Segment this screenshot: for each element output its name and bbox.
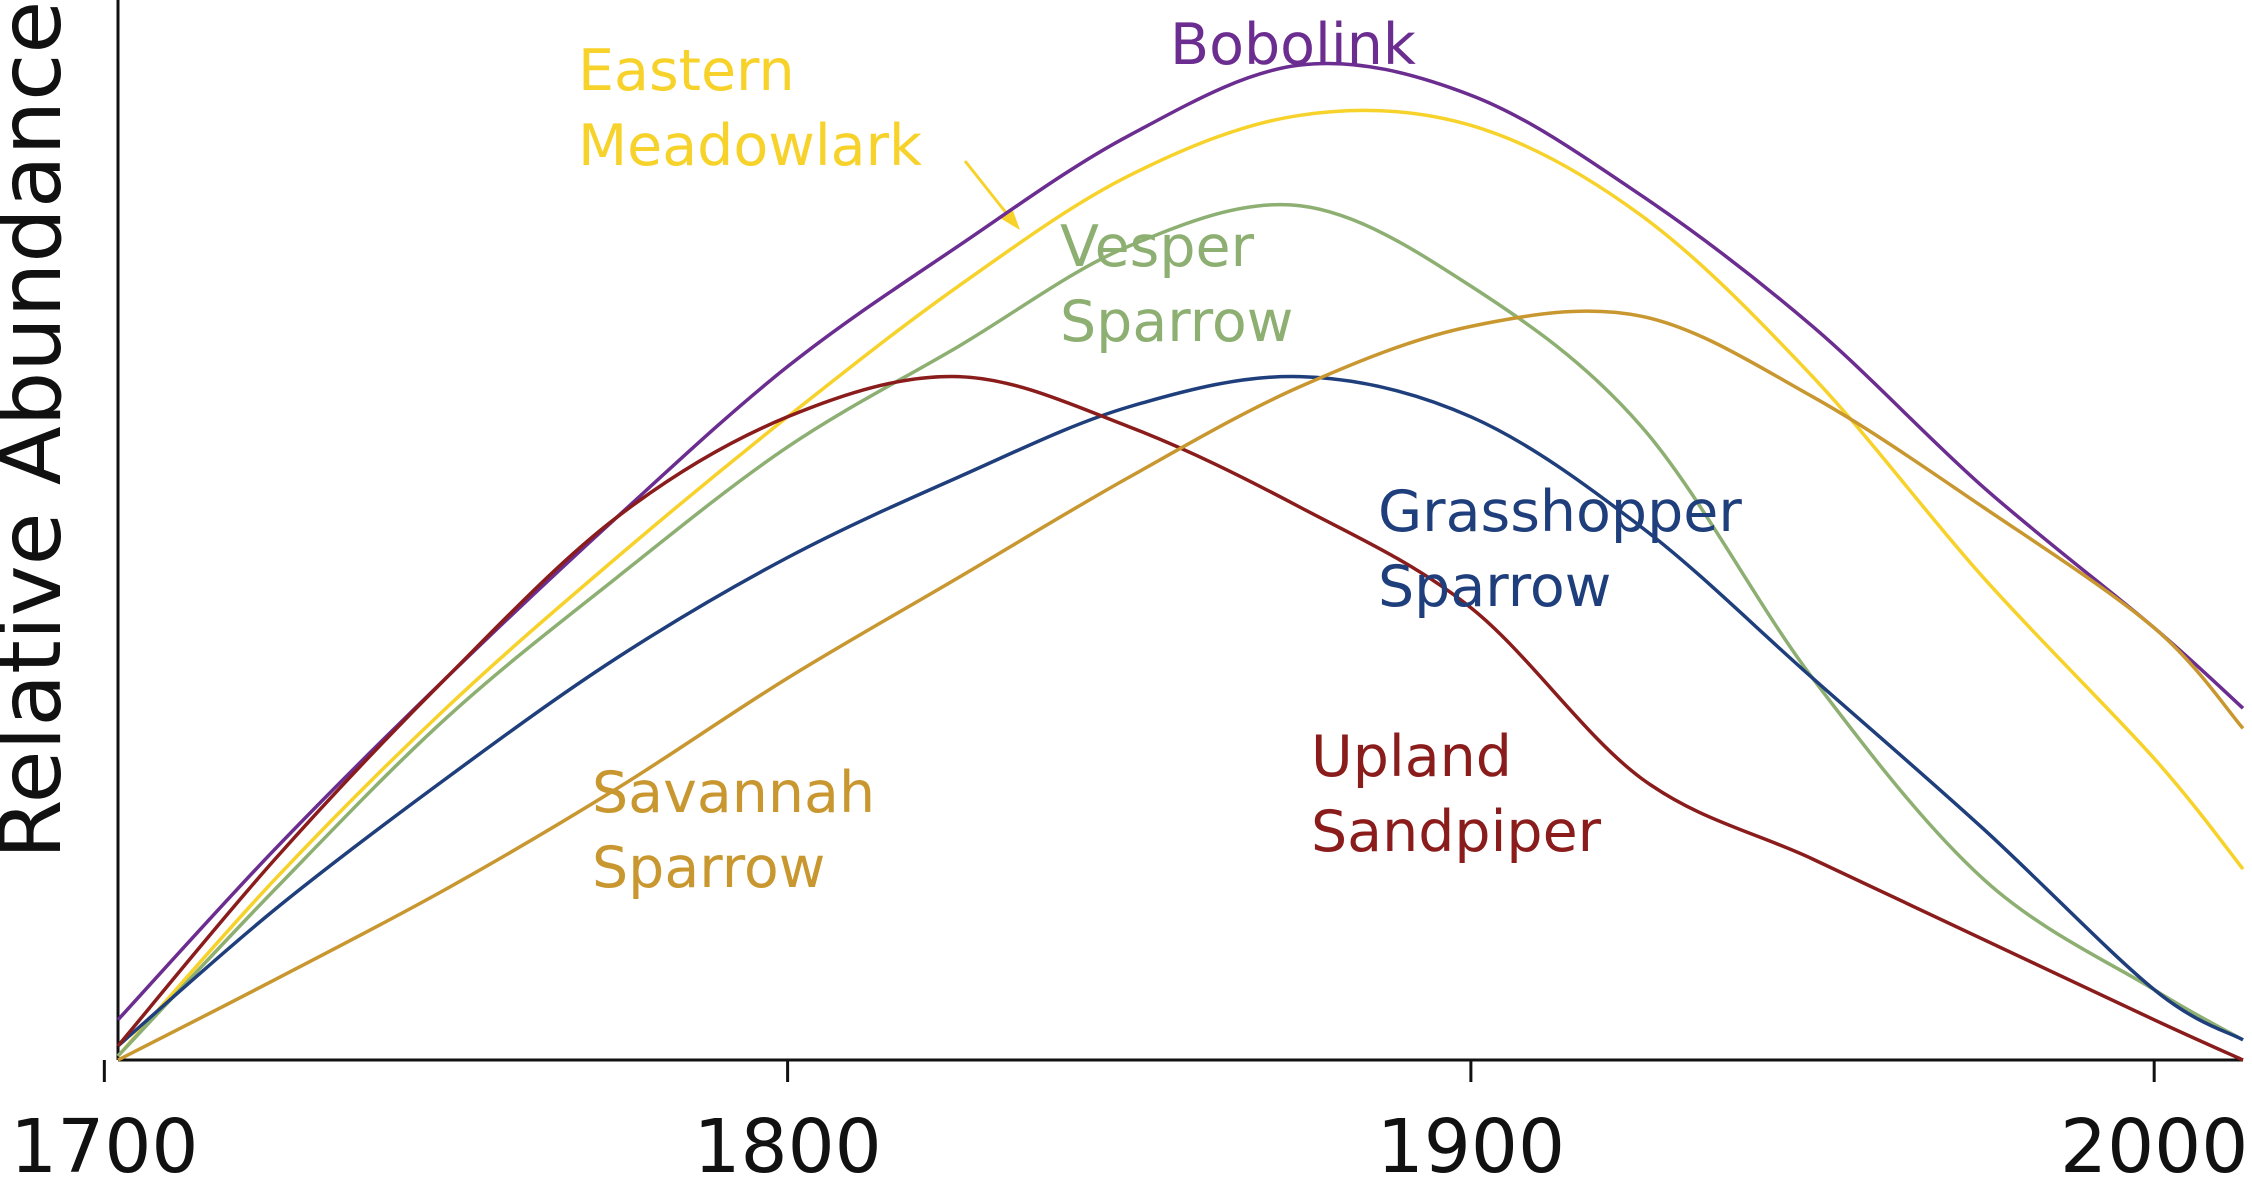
x-tick-label: 2000 — [2060, 1104, 2248, 1187]
series-line — [116, 202, 2244, 1058]
x-tick-label: 1900 — [1377, 1104, 1565, 1187]
series-label: Vesper Sparrow — [1060, 214, 1294, 355]
arrow-head — [1000, 208, 1020, 230]
series-label: Bobolink — [1170, 12, 1416, 78]
x-tick-label: 1800 — [693, 1104, 881, 1187]
series-label: Upland Sandpiper — [1311, 724, 1602, 865]
series-label: Savannah Sparrow — [592, 760, 876, 901]
y-axis-label: Relative Abundance — [0, 1, 81, 860]
series-line — [116, 108, 2245, 1058]
series-line — [116, 61, 2245, 1021]
series-line — [117, 309, 2245, 1062]
x-tick-label: 1700 — [10, 1104, 198, 1187]
series-line — [116, 374, 2244, 1062]
series-line — [116, 374, 2244, 1048]
series-label: Eastern Meadowlark — [578, 38, 923, 179]
series-label: Grasshopper Sparrow — [1378, 479, 1742, 620]
